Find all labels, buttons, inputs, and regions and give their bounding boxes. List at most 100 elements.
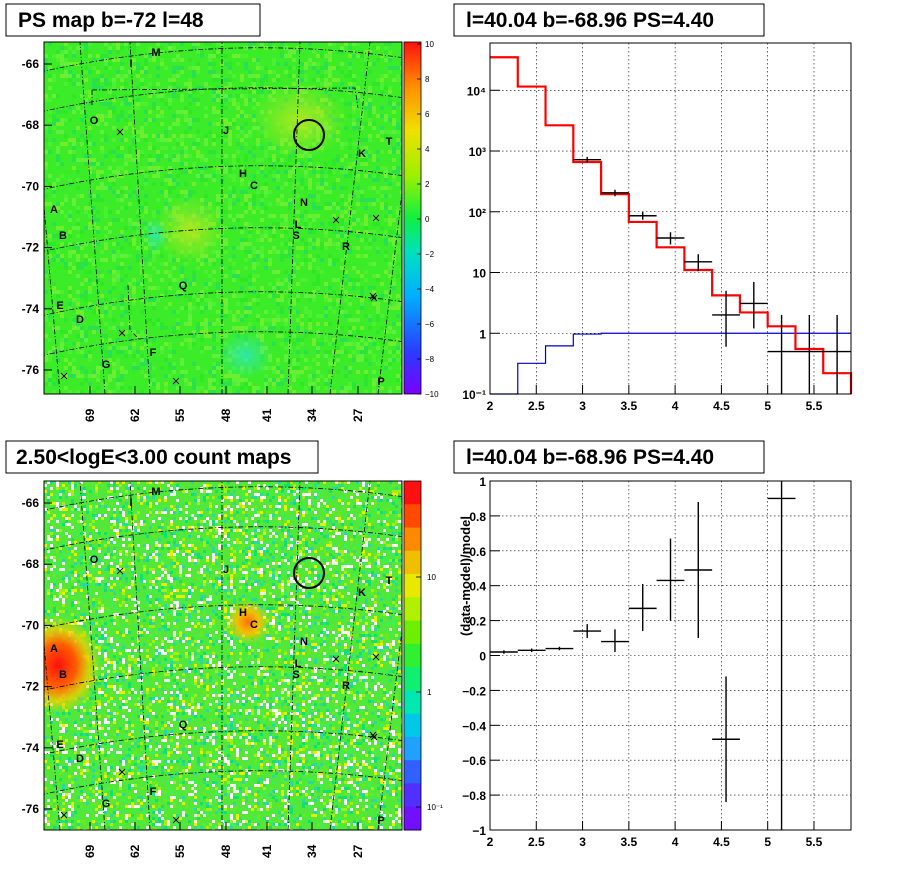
- map-x-tick-label: 62: [128, 408, 142, 422]
- map-source-label: J: [223, 564, 229, 576]
- colorbar-tick-label: 8: [425, 75, 430, 84]
- residual-grid: [490, 481, 851, 830]
- residual-panel: l=40.04 b=-68.96 PS=4.40 2 2.5 3 3.5 4 4.5 5 5.…: [453, 440, 852, 849]
- map-source-label: S: [292, 230, 299, 242]
- colorbar-band: [404, 736, 421, 761]
- map-x-marker: [369, 292, 377, 300]
- colorbar-band: [404, 713, 421, 738]
- map-latitude-line: [44, 165, 402, 190]
- map-x-tick-label: 55: [173, 408, 187, 422]
- colorbar-tick-label: 6: [425, 110, 430, 119]
- spectrum-x-tick-label: 4.5: [713, 399, 730, 413]
- ps-map-title-box: [5, 3, 261, 37]
- count-map-bright-source: [44, 617, 100, 713]
- colorbar-tick-label: −2: [425, 250, 435, 259]
- residual-y-tick-label: −1: [472, 824, 486, 838]
- colorbar-band: [404, 597, 421, 622]
- map-x-marker: [370, 294, 378, 302]
- model-total-histogram: [490, 56, 853, 394]
- spectrum-title: l=40.04 b=-68.96 PS=4.40: [466, 9, 714, 32]
- colorbar-tick-label: −10: [425, 390, 439, 399]
- count-map-title: 2.50<logE<3.00 count maps: [16, 446, 291, 469]
- spectrum-y-tick-label: 10: [473, 267, 487, 281]
- map-y-tick-label: -70: [22, 618, 40, 632]
- ps-map-colorbar-ticks: 10 8 6 4 2 0 −2 −4 −6 −8 −10: [417, 40, 439, 399]
- map-x-tick-label: 41: [260, 408, 274, 422]
- map-x-marker: [332, 655, 340, 663]
- ps-map-panel: PS map b=-72 l=48 I M O J K T HC N A L B S R Q E D F G P 1…: [5, 3, 439, 422]
- colorbar-tick-label: −8: [425, 355, 435, 364]
- map-meridian-line: [287, 42, 301, 394]
- map-y-tick-label: -70: [22, 179, 40, 193]
- residual-y-axis-label: (data-model)/model: [458, 516, 473, 636]
- map-source-label: T: [386, 575, 393, 587]
- ps-map-frame: [43, 41, 403, 395]
- count-map-target-circle: [293, 557, 325, 589]
- count-map-bright-source: [226, 600, 270, 644]
- map-meridian-line: [79, 481, 106, 830]
- map-source-label: M: [151, 486, 160, 498]
- ps-map-coordinate-grid: [44, 42, 402, 394]
- map-source-label: I: [129, 497, 132, 509]
- count-map-colorbar: [403, 480, 422, 831]
- map-x-marker: [372, 214, 380, 222]
- colorbar-band: [404, 620, 421, 645]
- map-meridian-line: [129, 481, 151, 830]
- map-source-label: P: [377, 376, 384, 388]
- map-source-label: G: [102, 798, 111, 810]
- residual-y-tick-label: 0.2: [469, 615, 486, 629]
- map-source-label: P: [377, 815, 384, 827]
- map-x-tick-label: 48: [219, 408, 233, 422]
- colorbar-tick-label: 2: [425, 180, 430, 189]
- map-meridian-line: [79, 42, 106, 394]
- spectrum-y-tick-label: 10⁻¹: [462, 388, 486, 402]
- map-y-tick-label: -72: [22, 680, 40, 694]
- spectrum-plot: [490, 56, 853, 395]
- map-x-marker: [172, 377, 180, 385]
- residual-y-tick-label: 0: [479, 650, 486, 664]
- colorbar-band: [404, 527, 421, 552]
- model-background-histogram: [490, 332, 851, 395]
- map-x-tick-label: 69: [83, 408, 97, 422]
- count-map-title-box: [5, 440, 319, 474]
- map-latitude-line: [44, 526, 402, 551]
- map-source-label: I: [129, 58, 132, 70]
- map-source-label: L: [295, 658, 302, 670]
- count-map-colorbar-ticks: 10 1 10⁻¹: [416, 573, 443, 812]
- map-x-marker: [116, 128, 124, 136]
- map-x-tick-label: 55: [173, 844, 187, 858]
- ps-map-coldspot: [143, 217, 167, 253]
- colorbar-tick-label: 4: [425, 145, 430, 154]
- spectrum-x-tick-label: 5.5: [806, 399, 823, 413]
- map-y-tick-label: -68: [22, 557, 40, 571]
- map-source-label: R: [342, 241, 350, 253]
- colorbar-band: [404, 504, 421, 529]
- map-x-marker: [60, 811, 68, 819]
- map-x-marker: [370, 733, 378, 741]
- map-x-marker: [369, 731, 377, 739]
- map-x-tick-label: 48: [219, 844, 233, 858]
- count-map-y-ticks: -66 -68 -70 -72 -74 -76: [22, 496, 52, 816]
- colorbar-band: [404, 481, 421, 505]
- ps-map-title: PS map b=-72 l=48: [18, 9, 204, 32]
- map-source-label: D: [76, 314, 84, 326]
- residual-x-tick-label: 2: [487, 835, 494, 849]
- map-source-label: N: [300, 197, 308, 209]
- map-latitude-line: [44, 730, 402, 755]
- residual-y-tick-label: 0.8: [469, 510, 486, 524]
- residual-y-tick-label: −0.6: [462, 754, 486, 768]
- ps-map-x-ticks: 69 62 55 48 41 34 27: [83, 386, 365, 422]
- ps-map-coldspot: [217, 331, 273, 379]
- spectrum-panel: l=40.04 b=-68.96 PS=4.40 2 2.5 3 3.5 4 4.5 5 5.…: [453, 3, 853, 413]
- map-source-label: C: [250, 619, 258, 631]
- spectrum-x-tick-label: 4: [672, 399, 679, 413]
- map-source-label: F: [150, 347, 157, 359]
- colorbar-band: [404, 643, 421, 668]
- map-y-tick-label: -74: [22, 302, 40, 316]
- map-source-label: O: [90, 115, 99, 127]
- spectrum-y-tick-label: 10³: [469, 145, 486, 159]
- spectrum-grid: [490, 43, 851, 394]
- spectrum-y-tick-label: 1: [479, 327, 486, 341]
- map-x-marker: [116, 567, 124, 575]
- colorbar-band: [404, 667, 421, 691]
